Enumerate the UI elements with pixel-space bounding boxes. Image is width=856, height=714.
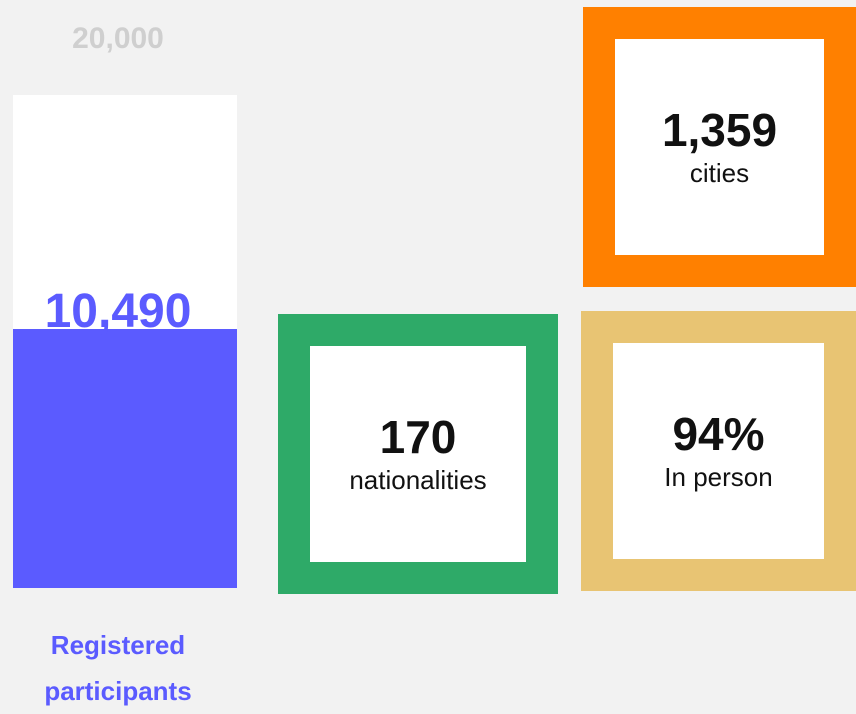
stat-number: 94% xyxy=(672,408,765,460)
gauge-fill xyxy=(13,329,237,588)
stat-card: 170 nationalities xyxy=(278,314,558,594)
gauge-value: 10,490 xyxy=(44,285,192,338)
stat-number: 170 xyxy=(379,411,457,463)
stat-label: In person xyxy=(664,462,773,492)
stat-card: 94% In person xyxy=(581,311,856,591)
stat-number: 1,359 xyxy=(661,104,778,156)
gauge-caption: Registered participants xyxy=(44,630,192,706)
gauge-max: 20,000 xyxy=(72,22,164,55)
stat-label: nationalities xyxy=(349,465,487,495)
gauge-column xyxy=(13,95,237,588)
stat-label: cities xyxy=(689,158,750,188)
stat-card: 1,359 cities xyxy=(583,7,856,287)
